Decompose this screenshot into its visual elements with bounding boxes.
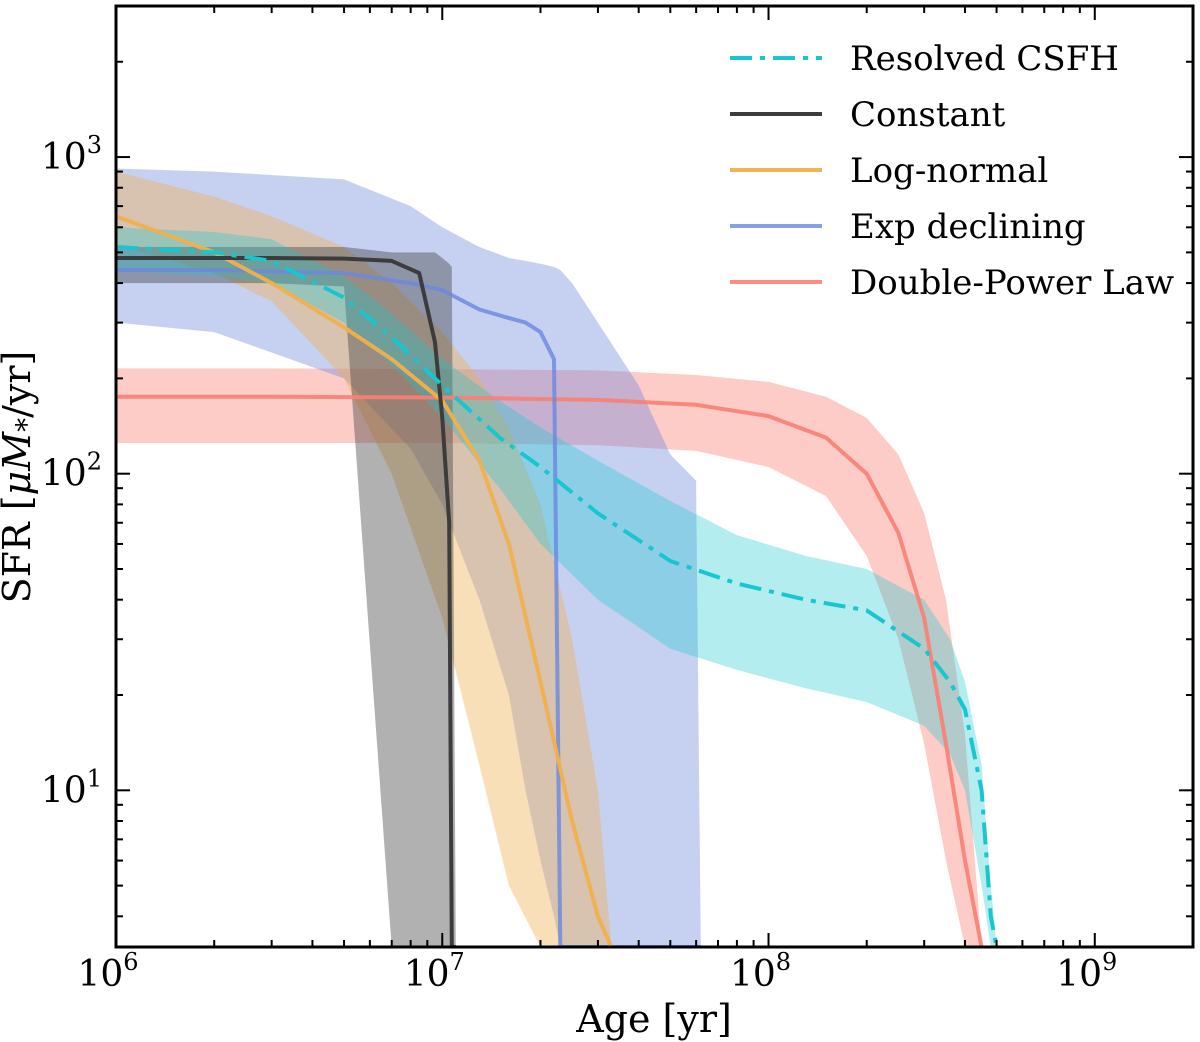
y-tick-label: 101: [41, 764, 102, 811]
series-line-exp-declining: [116, 268, 701, 947]
y-tick-label: 103: [41, 131, 102, 178]
band-constant: [116, 247, 456, 947]
legend-label-resolved-csfh: Resolved CSFH: [850, 39, 1119, 79]
legend-label-exp-declining: Exp declining: [850, 207, 1086, 247]
legend-label-double-power-law: Double-Power Law: [850, 263, 1174, 303]
y-axis-label-suffix: /yr]: [0, 351, 39, 418]
legend: Resolved CSFH Constant Log-normal Exp decli…: [730, 39, 1174, 303]
series-lines: [116, 214, 999, 947]
x-tick-label: 106: [77, 948, 138, 995]
y-axis-label-subscript: *: [10, 418, 43, 432]
plot-frame: [114, 4, 1195, 949]
tick-labels: 106 107 108 109 101 102 103: [41, 131, 1117, 995]
series-line-resolved-csfh: [116, 245, 999, 947]
band-double-power-law: [116, 368, 982, 947]
y-axis-label-unit: μM: [0, 431, 39, 496]
y-tick-label: 102: [41, 448, 102, 495]
x-tick-label: 109: [1056, 948, 1117, 995]
x-axis-label: Age [yr]: [575, 997, 732, 1041]
legend-label-log-normal: Log-normal: [850, 151, 1048, 191]
x-tick-label: 107: [404, 948, 465, 995]
y-axis-label: SFR [μM*/yr]: [0, 351, 43, 604]
band-log-normal: [116, 171, 612, 947]
x-tick-label: 108: [730, 948, 791, 995]
series-line-constant: [116, 256, 456, 947]
series-line-log-normal: [116, 214, 614, 947]
band-resolved-csfh: [116, 227, 997, 947]
legend-label-constant: Constant: [850, 95, 1006, 135]
y-axis-label-prefix: SFR [: [0, 495, 39, 603]
